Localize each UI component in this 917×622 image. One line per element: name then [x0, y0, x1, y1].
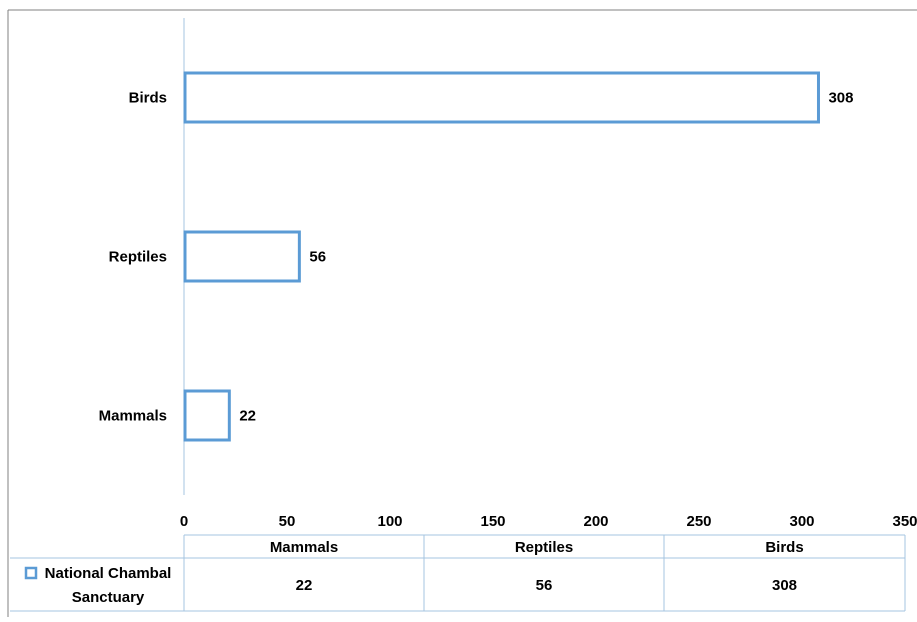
table-value-reptiles: 56	[536, 577, 553, 594]
x-tick-label-300: 300	[789, 513, 814, 530]
bar-reptiles	[183, 230, 301, 283]
data-label-reptiles: 56	[309, 249, 326, 266]
table-header-birds: Birds	[765, 539, 803, 556]
category-label-birds: Birds	[129, 90, 167, 107]
series-label-line1: National Chambal	[45, 565, 172, 582]
series-label-line2: Sanctuary	[72, 589, 145, 606]
x-tick-label-0: 0	[180, 513, 188, 530]
x-tick-label-250: 250	[686, 513, 711, 530]
bar-birds	[183, 71, 820, 124]
table-value-birds: 308	[772, 577, 797, 594]
x-tick-label-200: 200	[583, 513, 608, 530]
x-tick-label-350: 350	[892, 513, 917, 530]
x-tick-label-100: 100	[377, 513, 402, 530]
category-label-reptiles: Reptiles	[109, 249, 167, 266]
table-header-reptiles: Reptiles	[515, 539, 573, 556]
table-value-mammals: 22	[296, 577, 313, 594]
data-label-birds: 308	[828, 90, 853, 107]
legend-key-icon	[24, 566, 38, 580]
x-tick-label-50: 50	[279, 513, 296, 530]
bar-mammals	[183, 389, 231, 442]
table-header-mammals: Mammals	[270, 539, 338, 556]
category-label-mammals: Mammals	[99, 408, 167, 425]
data-table: National Chambal Sanctuary Mammals 22 Rept…	[10, 534, 906, 612]
data-label-mammals: 22	[239, 408, 256, 425]
x-tick-label-150: 150	[480, 513, 505, 530]
